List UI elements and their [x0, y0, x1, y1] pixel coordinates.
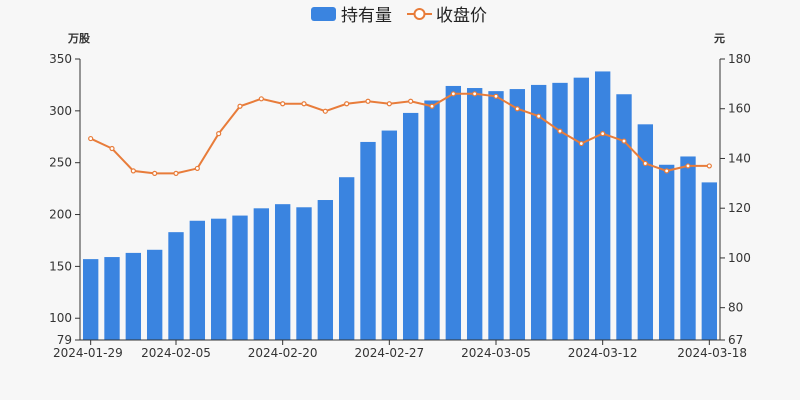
x-tick-label: 2024-03-12 — [568, 346, 638, 360]
bar-holdings-4 — [168, 232, 184, 340]
price-point-7 — [237, 103, 243, 109]
left-tick-label: 100 — [49, 311, 72, 325]
left-axis-unit: 万股 — [67, 32, 91, 45]
price-point-1 — [109, 145, 115, 152]
bar-holdings-15 — [402, 112, 419, 340]
bar-holdings-10 — [296, 207, 312, 340]
bar-holdings-16 — [424, 100, 440, 340]
price-point-22 — [557, 128, 563, 134]
price-point-21 — [536, 113, 542, 119]
line-series — [88, 91, 712, 176]
legend-label-close-price: 收盘价 — [436, 6, 487, 26]
bar-holdings-12 — [338, 177, 355, 340]
bar-holdings-17 — [445, 85, 462, 341]
price-point-14 — [386, 101, 392, 107]
x-tick-label: 2024-02-05 — [141, 346, 211, 360]
bar-holdings-8 — [253, 208, 270, 340]
price-point-23 — [578, 140, 584, 147]
left-tick-label: 79 — [57, 333, 72, 347]
price-point-24 — [600, 131, 606, 137]
bar-holdings-13 — [360, 141, 376, 340]
bar-holdings-1 — [104, 257, 120, 340]
legend-label-holdings: 持有量 — [341, 6, 392, 26]
legend: 持有量 收盘价 — [311, 6, 487, 26]
right-tick-label: 160 — [728, 102, 751, 116]
price-point-15 — [408, 98, 414, 104]
bar-holdings-27 — [658, 164, 675, 340]
bar-holdings-0 — [82, 259, 99, 340]
bar-holdings-5 — [189, 220, 206, 340]
price-point-3 — [152, 170, 158, 176]
price-point-20 — [514, 106, 520, 112]
left-tick-label: 250 — [49, 156, 72, 170]
price-point-26 — [642, 160, 648, 167]
right-tick-label: 180 — [728, 52, 751, 66]
price-point-16 — [429, 103, 435, 109]
bar-holdings-14 — [381, 130, 398, 340]
bar-holdings-22 — [552, 82, 568, 340]
price-point-5 — [194, 165, 200, 172]
price-point-13 — [365, 98, 371, 104]
close-price-line — [90, 92, 710, 175]
price-point-10 — [301, 101, 307, 107]
price-point-28 — [685, 163, 691, 169]
right-axis-unit: 元 — [714, 32, 725, 45]
left-tick-label: 200 — [49, 208, 72, 222]
left-tick-label: 350 — [49, 52, 72, 66]
bar-holdings-18 — [466, 88, 483, 340]
bar-holdings-3 — [146, 249, 163, 340]
x-tick-label: 2024-02-20 — [248, 346, 318, 360]
bar-holdings-9 — [274, 204, 291, 340]
x-tick-label: 2024-03-18 — [677, 346, 747, 360]
bar-holdings-2 — [125, 252, 142, 340]
bar-holdings-23 — [573, 77, 590, 340]
bar-holdings-29 — [701, 182, 718, 340]
price-point-12 — [344, 101, 350, 107]
price-point-29 — [706, 163, 712, 169]
price-point-2 — [130, 168, 136, 174]
bar-holdings-7 — [232, 215, 248, 340]
price-point-0 — [88, 135, 94, 142]
bar-holdings-21 — [530, 84, 547, 340]
bar-holdings-11 — [317, 200, 334, 340]
bar-holdings-19 — [488, 91, 504, 340]
right-tick-label: 80 — [728, 301, 743, 315]
right-tick-label: 67 — [728, 333, 743, 347]
left-tick-label: 300 — [49, 104, 72, 118]
bar-holdings-24 — [594, 71, 611, 340]
bar-holdings-25 — [616, 94, 632, 340]
x-tick-label: 2024-02-27 — [354, 346, 424, 360]
axes: 79 100 150 200 250 300 350 67 80 100 120 140 160 180 2… — [49, 52, 751, 360]
price-point-4 — [173, 170, 179, 176]
legend-line-marker — [413, 8, 426, 20]
x-tick-label: 2024-01-29 — [53, 346, 123, 360]
right-tick-label: 100 — [728, 251, 751, 265]
bar-holdings-28 — [680, 156, 696, 340]
price-point-25 — [621, 138, 627, 144]
price-point-19 — [493, 93, 499, 99]
bar-holdings-6 — [210, 218, 227, 340]
bar-holdings-20 — [509, 89, 526, 340]
price-point-8 — [258, 96, 264, 102]
price-point-9 — [280, 101, 286, 107]
price-point-6 — [216, 131, 222, 137]
x-tick-label: 2024-03-05 — [461, 346, 531, 360]
price-point-17 — [450, 91, 456, 97]
right-tick-label: 140 — [728, 151, 751, 165]
price-point-18 — [472, 91, 478, 97]
left-tick-label: 150 — [49, 259, 72, 273]
price-point-27 — [664, 168, 670, 174]
right-tick-label: 120 — [728, 201, 751, 215]
bar-series — [82, 71, 718, 341]
legend-bar-swatch — [311, 7, 336, 21]
price-point-11 — [322, 108, 328, 114]
bar-holdings-26 — [637, 124, 654, 340]
